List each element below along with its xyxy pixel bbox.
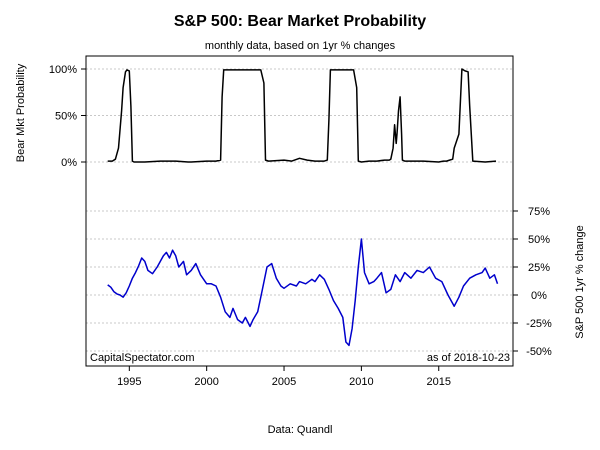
top-y-axis-label: Bear Mkt Probability	[15, 63, 27, 162]
bottom-series-line-0	[107, 238, 499, 347]
y-tick-label-bottom-1: -25%	[526, 318, 552, 330]
watermark: CapitalSpectator.com	[90, 352, 195, 364]
chart-title: S&P 500: Bear Market Probability	[174, 13, 426, 30]
x-tick-label-4: 2015	[426, 376, 450, 388]
y-tick-label-top-2: 100%	[49, 64, 77, 76]
y-tick-label-bottom-4: 50%	[528, 234, 550, 246]
x-tick-label-2: 2005	[272, 376, 296, 388]
y-tick-label-top-1: 50%	[55, 111, 77, 123]
y-tick-label-bottom-5: 75%	[528, 206, 550, 218]
top-series-line-0	[107, 68, 497, 163]
y-tick-label-bottom-3: 25%	[528, 262, 550, 274]
y-tick-label-top-0: 0%	[61, 157, 77, 169]
source-caption: Data: Quandl	[268, 424, 333, 436]
x-tick-label-0: 1995	[117, 376, 141, 388]
x-tick-label-3: 2010	[349, 376, 373, 388]
x-tick-label-1: 2000	[194, 376, 218, 388]
bottom-y-axis-label: S&P 500 1yr % change	[574, 225, 586, 339]
as-of-date: as of 2018-10-23	[427, 352, 510, 364]
chart-subtitle: monthly data, based on 1yr % changes	[205, 40, 396, 52]
y-tick-label-bottom-0: -50%	[526, 346, 552, 358]
y-tick-label-bottom-2: 0%	[531, 290, 547, 302]
